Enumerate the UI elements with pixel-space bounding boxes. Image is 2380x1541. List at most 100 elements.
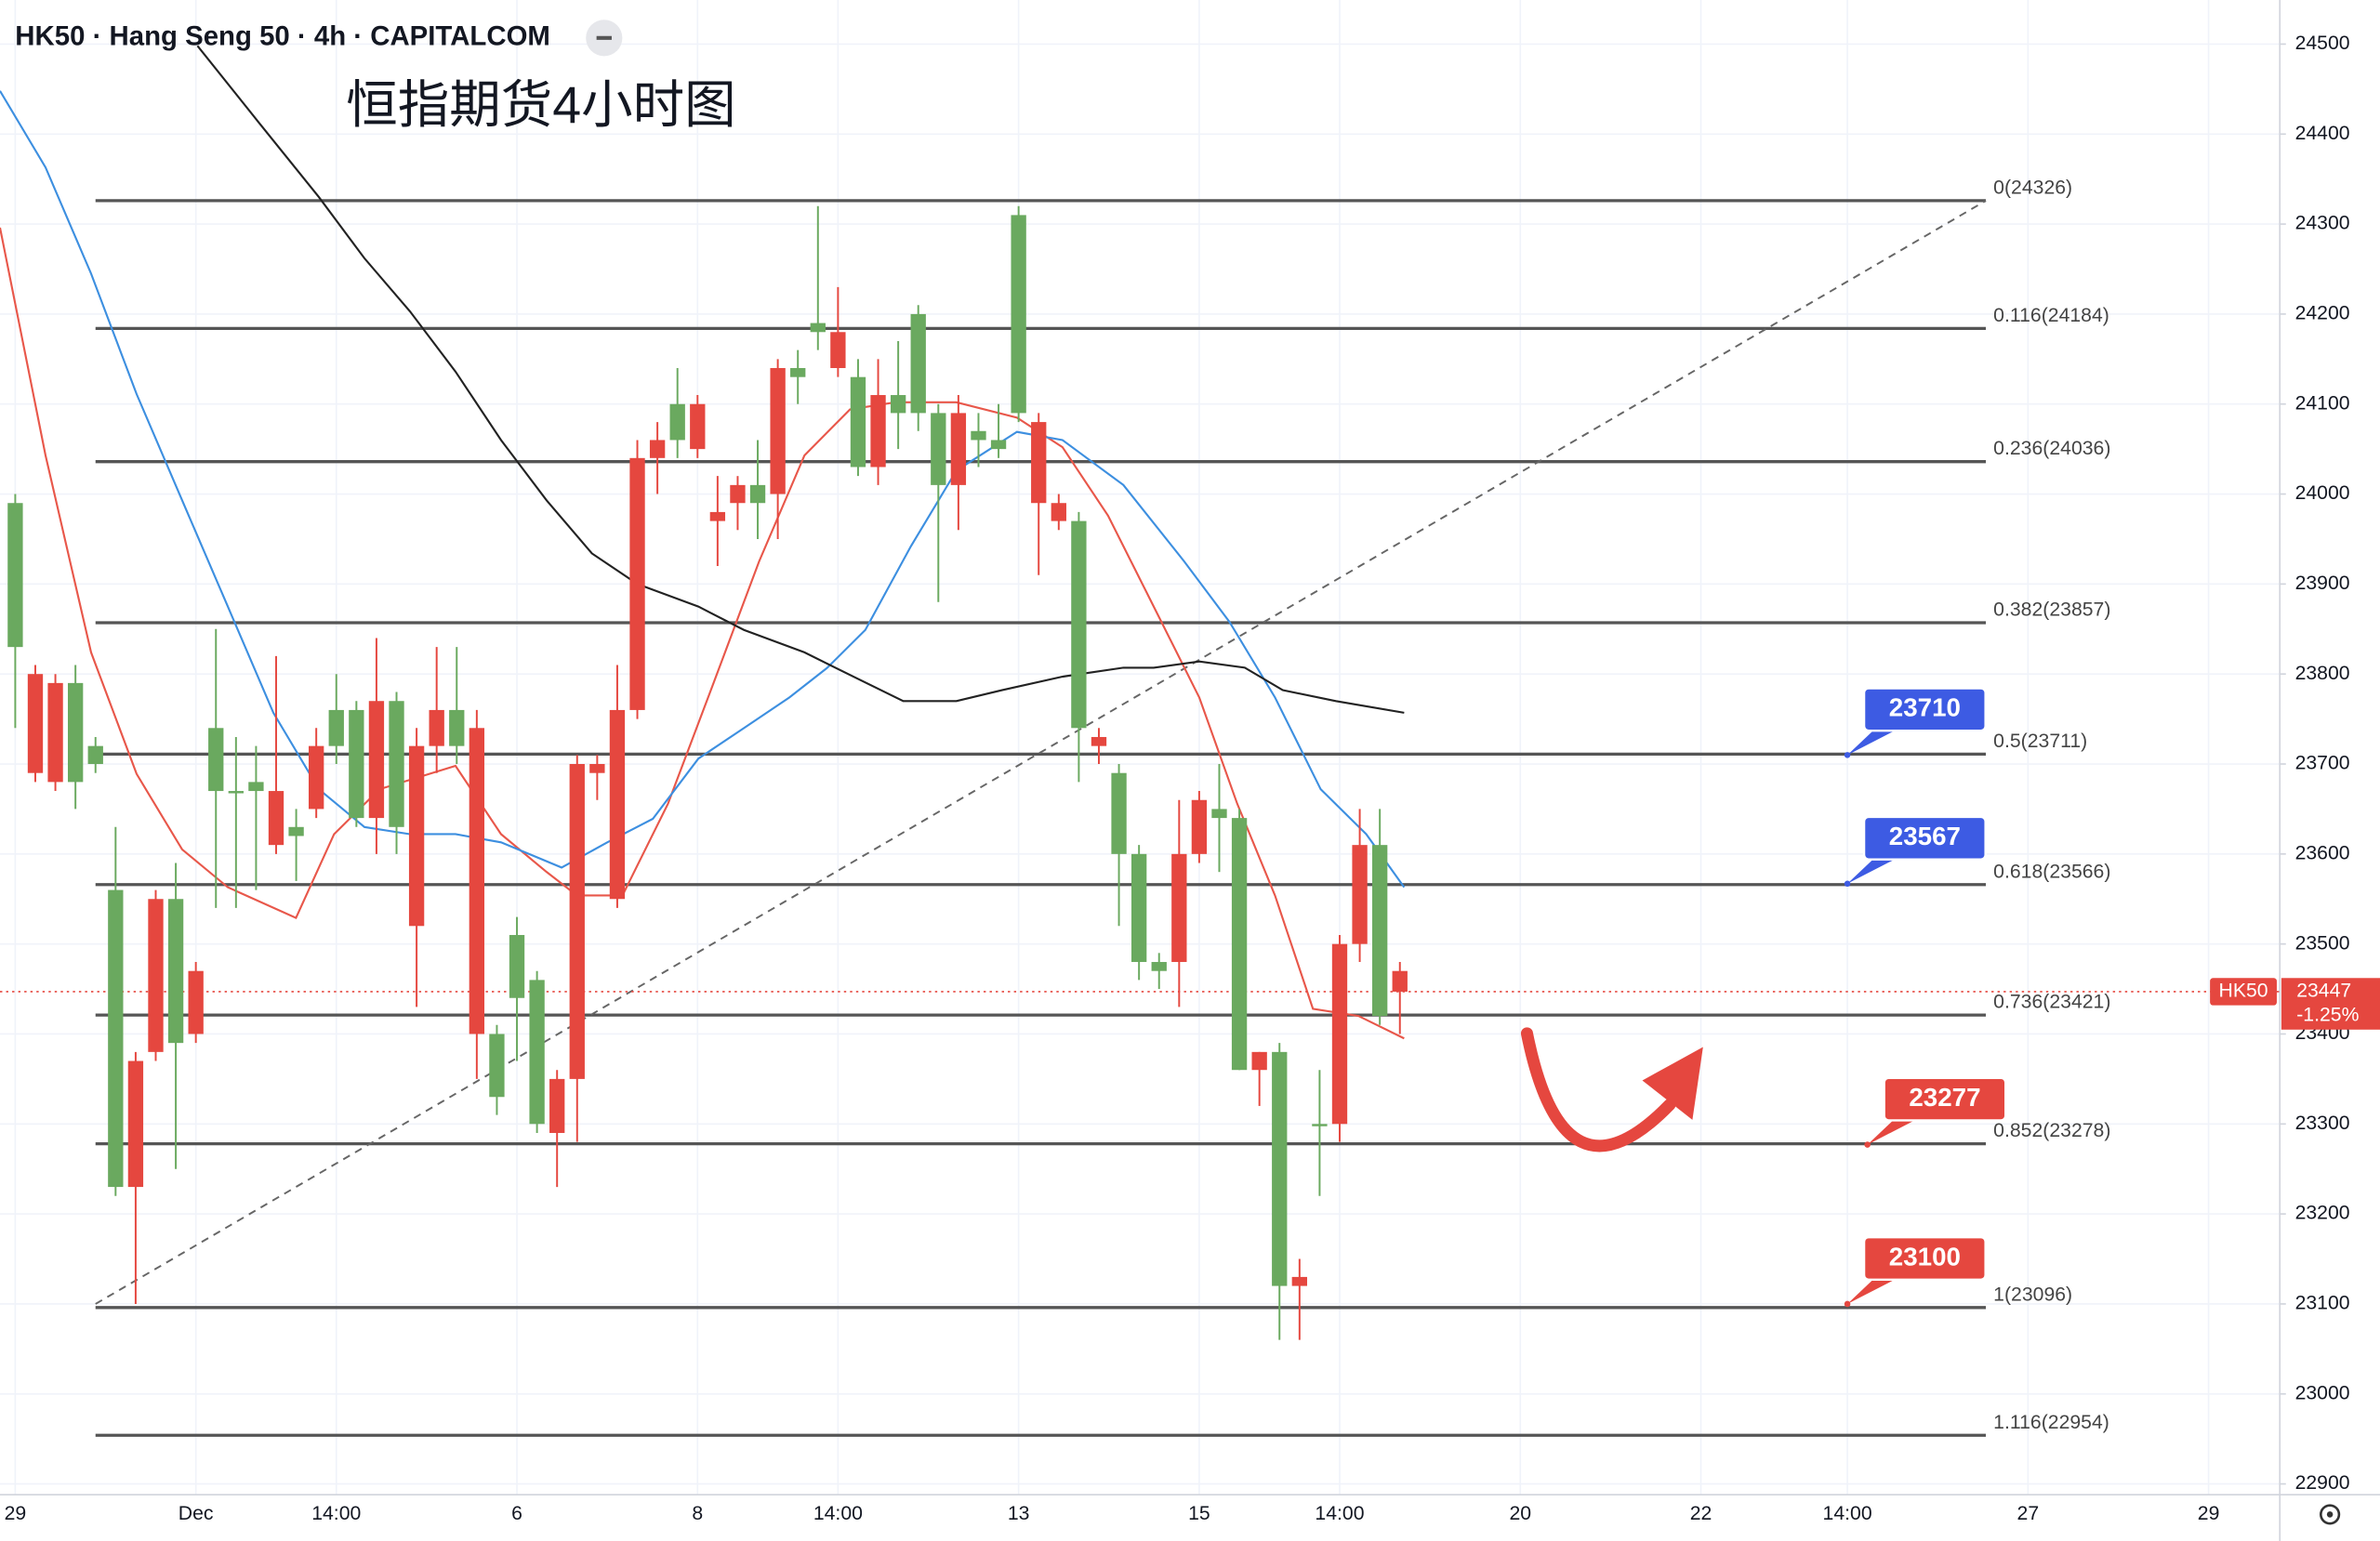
trend-line: [95, 200, 1987, 1305]
candle-body: [1211, 809, 1227, 819]
candle-body: [368, 701, 385, 819]
settings-icon: [2320, 1504, 2341, 1525]
callout-box: [1862, 815, 1987, 861]
candle-body: [870, 395, 886, 468]
candle-body: [1091, 736, 1107, 746]
candle-body: [469, 728, 485, 1034]
candle-body: [971, 430, 986, 441]
last-price-box: [2281, 978, 2380, 1030]
settings-icon-center: [2326, 1511, 2334, 1518]
candle-body: [770, 367, 786, 494]
moving-average: [0, 90, 1406, 889]
callout-anchor: [1864, 1141, 1871, 1148]
callout-label: 23710: [1889, 693, 1961, 722]
x-tick-label: 13: [1008, 1503, 1030, 1524]
forecast-arrow-head: [1642, 1047, 1703, 1120]
candle-body: [489, 1034, 505, 1098]
x-tick-label: 20: [1509, 1503, 1531, 1524]
fib-label: 0.236(24036): [1993, 438, 2110, 459]
candle-body: [429, 709, 444, 746]
callout-box: [1862, 1235, 1987, 1282]
callout-anchor: [1844, 1300, 1851, 1308]
y-tick-label: 24100: [2295, 392, 2350, 414]
marks: [7, 205, 1408, 1340]
callout-box: [1862, 687, 1987, 732]
candle-body: [669, 403, 685, 441]
candle-body: [408, 745, 425, 927]
x-tick-label: 14:00: [1315, 1503, 1364, 1524]
y-tick-label: 24000: [2295, 482, 2350, 504]
callout-pointer: [1847, 727, 1901, 756]
axes: 2290023000231002320023300234002350023600…: [5, 33, 2380, 1524]
candle-body: [890, 395, 906, 414]
settings-button[interactable]: [2320, 1504, 2341, 1525]
candle-body: [1231, 818, 1248, 1071]
y-tick-label: 23000: [2295, 1382, 2350, 1403]
y-tick-label: 23500: [2295, 932, 2350, 954]
candle-body: [167, 899, 184, 1044]
candle-body: [47, 682, 63, 783]
candle-body: [810, 323, 826, 333]
candle-body: [1331, 943, 1348, 1125]
candle-body: [248, 782, 264, 792]
candle-body: [1071, 520, 1087, 729]
callout-pointer: [1847, 1276, 1901, 1304]
y-tick-label: 23600: [2295, 842, 2350, 863]
x-tick-label: 8: [692, 1503, 703, 1524]
moving-average: [196, 45, 1405, 714]
candle-body: [649, 440, 666, 458]
fib-label: 0(24326): [1993, 177, 2072, 198]
candle-body: [148, 899, 164, 1052]
fib-label: 1.116(22954): [1993, 1412, 2109, 1433]
y-tick-label: 22900: [2295, 1472, 2350, 1494]
candle-body: [730, 484, 746, 504]
candle-body: [1051, 503, 1066, 521]
candle-body: [709, 511, 726, 521]
x-tick-label: 29: [5, 1503, 27, 1524]
x-tick-label: 14:00: [1823, 1503, 1872, 1524]
forecast-arrow: [1520, 1027, 1676, 1152]
candle-body: [1251, 1051, 1267, 1071]
candle-body: [288, 826, 304, 836]
y-tick-label: 24500: [2295, 33, 2350, 54]
y-tick-label: 23900: [2295, 573, 2350, 594]
candle-body: [1372, 845, 1388, 1017]
moving-average: [0, 227, 1405, 1040]
fib-label: 0.382(23857): [1993, 599, 2110, 621]
candle-body: [629, 457, 645, 710]
callout-label: 23100: [1889, 1242, 1961, 1271]
y-tick-label: 23800: [2295, 663, 2350, 684]
candle-body: [208, 728, 224, 792]
y-tick-label: 24400: [2295, 123, 2350, 144]
candle-body: [1291, 1276, 1307, 1286]
candle-body: [1171, 853, 1187, 963]
chart-subtitle: 恒指期货4小时图: [346, 76, 735, 134]
candle-body: [127, 1060, 144, 1188]
candle-body: [449, 709, 465, 746]
y-tick-label: 23300: [2295, 1113, 2350, 1134]
candle-body: [1011, 215, 1026, 414]
candle-body: [108, 889, 124, 1188]
callout-anchor: [1844, 752, 1851, 758]
callout-box: [1883, 1076, 2007, 1122]
candle-body: [549, 1078, 565, 1133]
x-tick-label: 6: [511, 1503, 522, 1524]
candle-body: [830, 332, 846, 368]
candle-body: [87, 745, 103, 765]
candle-body: [950, 413, 967, 485]
candle-body: [990, 440, 1007, 450]
x-tick-label: 27: [2017, 1503, 2040, 1524]
y-tick-label: 24300: [2295, 213, 2350, 234]
candle-body: [529, 980, 545, 1125]
candle-body: [328, 709, 344, 746]
x-tick-label: 15: [1188, 1503, 1210, 1524]
fib-label: 0.852(23278): [1993, 1120, 2110, 1141]
candle-body: [790, 367, 806, 377]
chart-title: HK50 · Hang Seng 50 · 4h · CAPITALCOM: [15, 21, 550, 52]
last-price-label: 23447: [2296, 981, 2351, 1002]
candle-body: [1191, 799, 1208, 854]
candle-body: [931, 413, 946, 485]
callout-pointer: [1847, 856, 1901, 884]
